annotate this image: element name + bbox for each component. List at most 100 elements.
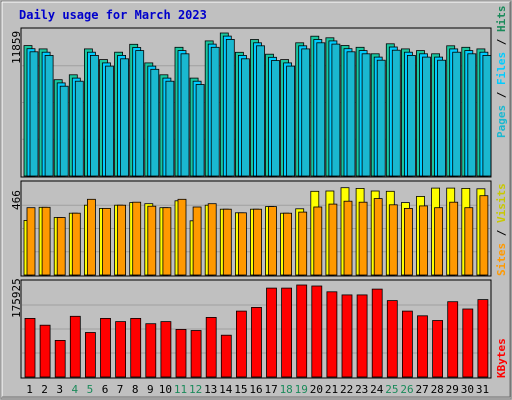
x-tick-label: 18: [280, 383, 293, 396]
legend-hits-files-pages: Pages / Files / Hits: [495, 6, 508, 139]
legend-entry: /: [495, 229, 508, 243]
bar-pages-day-24: [376, 59, 386, 177]
bar-pages-day-18: [286, 65, 296, 177]
bar-kbytes-day-27: [417, 315, 428, 378]
legend-entry: /: [495, 91, 508, 105]
x-tick-label: 10: [159, 383, 172, 396]
legend-entry: Pages: [495, 105, 508, 138]
bar-kbytes-day-13: [205, 316, 217, 378]
bar-kbytes-day-8: [130, 317, 142, 378]
x-tick-label: 30: [461, 383, 474, 396]
bar-sites-day-18: [283, 212, 293, 276]
x-tick-label: 2: [41, 383, 48, 396]
bar-kbytes-day-21: [326, 291, 338, 378]
ymax-label-hits: 11859: [10, 31, 23, 64]
bar-pages-day-28: [437, 59, 447, 177]
legend-entry: Hits: [495, 6, 508, 39]
x-tick-label: 5: [87, 383, 94, 396]
legend-entry: KBytes: [495, 338, 508, 378]
bar-kbytes-day-17: [266, 287, 277, 378]
bar-kbytes-day-29: [447, 301, 459, 378]
bar-pages-day-4: [74, 80, 84, 177]
x-tick-label: 15: [234, 383, 247, 396]
bar-kbytes-day-30: [462, 308, 474, 378]
bar-sites-day-8: [132, 201, 142, 276]
bar-sites-day-25: [388, 204, 398, 276]
bar-kbytes-day-24: [371, 288, 383, 378]
x-tick-label: 17: [264, 383, 277, 396]
bar-pages-day-9: [150, 68, 160, 177]
x-tick-label: 29: [446, 383, 459, 396]
x-tick-label: 25: [385, 383, 398, 396]
x-tick-label: 9: [147, 383, 154, 396]
x-tick-label: 13: [204, 383, 217, 396]
bar-sites-day-27: [419, 205, 428, 276]
ymax-label-kbytes: 175925: [10, 278, 23, 318]
x-tick-label: 24: [370, 383, 384, 396]
ymax-label-visits: 466: [10, 190, 23, 210]
bar-pages-day-16: [256, 45, 265, 177]
x-tick-label: 19: [295, 383, 308, 396]
legend-visits-sites: Sites / Visits: [495, 183, 508, 276]
bar-sites-day-22: [343, 200, 353, 276]
bar-sites-day-16: [253, 208, 262, 276]
bar-kbytes-day-1: [24, 317, 36, 378]
legend-entry: Files: [495, 52, 508, 92]
bars: [23, 32, 492, 378]
bar-pages-day-20: [316, 42, 326, 177]
bar-pages-day-2: [44, 55, 54, 177]
bar-kbytes-day-22: [341, 294, 353, 378]
bar-sites-day-29: [449, 201, 459, 276]
bar-sites-day-2: [41, 206, 51, 276]
bar-pages-day-1: [29, 51, 39, 177]
bar-sites-day-30: [464, 207, 474, 276]
x-tick-label: 28: [431, 383, 444, 396]
legend-kbytes: KBytes: [495, 338, 508, 378]
bar-sites-day-7: [117, 204, 126, 276]
bar-pages-day-25: [391, 49, 401, 177]
bar-sites-day-23: [358, 201, 368, 276]
bar-pages-day-17: [271, 60, 280, 177]
x-tick-label: 31: [476, 383, 489, 396]
bar-pages-day-27: [422, 56, 431, 177]
bar-kbytes-day-9: [145, 323, 157, 378]
bar-sites-day-10: [162, 207, 172, 276]
bar-pages-day-7: [120, 58, 129, 177]
bar-pages-day-8: [135, 50, 145, 177]
bar-kbytes-day-5: [85, 332, 96, 378]
bar-sites-day-9: [147, 205, 157, 276]
bar-sites-day-21: [328, 203, 338, 276]
bar-sites-day-12: [192, 206, 202, 276]
bar-kbytes-day-16: [251, 306, 262, 378]
bar-kbytes-day-25: [386, 300, 398, 378]
x-tick-label: 21: [325, 383, 338, 396]
bar-kbytes-day-10: [160, 321, 172, 378]
bar-sites-day-14: [222, 208, 232, 276]
bar-sites-day-17: [268, 206, 277, 276]
bar-pages-day-31: [482, 55, 492, 177]
bar-sites-day-24: [373, 198, 383, 276]
x-tick-label: 3: [56, 383, 63, 396]
x-tick-label: 14: [219, 383, 233, 396]
bar-kbytes-day-20: [311, 285, 323, 378]
bar-pages-day-11: [180, 53, 190, 177]
x-tick-label: 27: [415, 383, 428, 396]
x-tick-label: 7: [117, 383, 124, 396]
bar-sites-day-15: [237, 212, 247, 276]
x-tick-label: 4: [71, 383, 78, 396]
bar-kbytes-day-15: [235, 310, 247, 378]
bar-sites-day-3: [56, 217, 66, 276]
bar-sites-day-13: [207, 203, 217, 276]
bar-sites-day-4: [71, 212, 81, 276]
bar-sites-day-20: [313, 206, 323, 276]
bar-pages-day-13: [210, 46, 220, 177]
x-tick-label: 8: [132, 383, 139, 396]
bar-pages-day-23: [361, 53, 371, 177]
bar-pages-day-5: [90, 55, 99, 177]
bar-pages-day-12: [195, 84, 205, 177]
bar-pages-day-14: [225, 39, 235, 177]
x-tick-label: 1: [26, 383, 33, 396]
x-tick-label: 11: [174, 383, 187, 396]
